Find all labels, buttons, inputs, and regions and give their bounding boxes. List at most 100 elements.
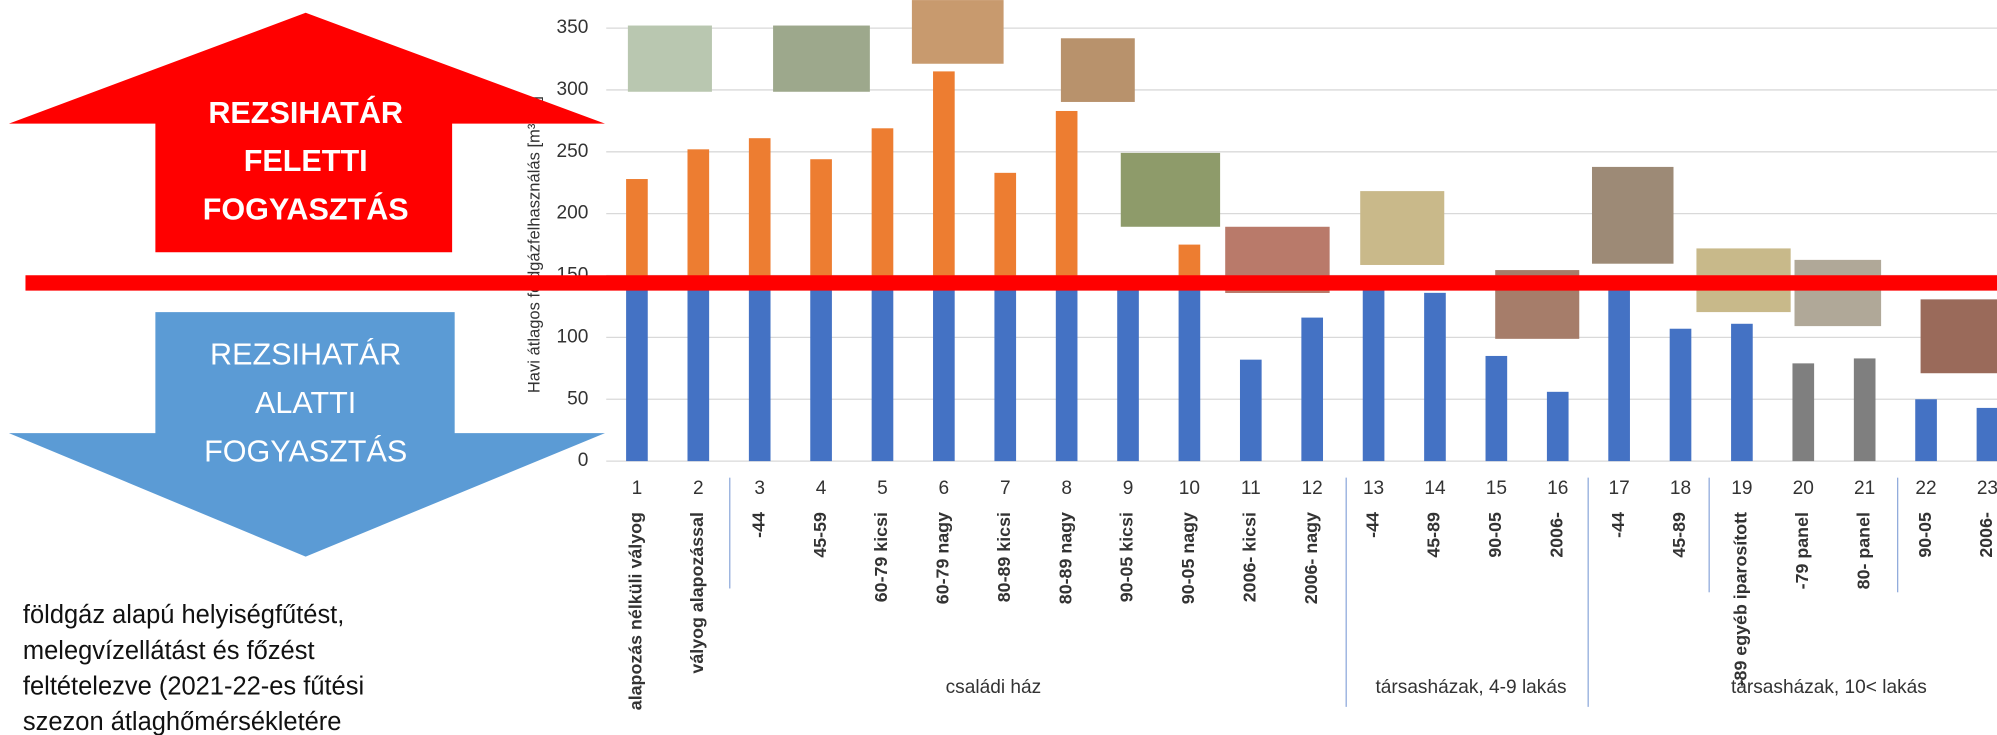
bar [626,282,648,462]
bar [1055,282,1078,462]
photo [911,0,1004,64]
y-tick-label: 200 [557,203,589,224]
x-sublabel: -79 panel [1792,512,1812,589]
bar [994,282,1017,462]
x-sublabel: alapozás nélküli vályog [626,512,646,710]
up-arrow-text: REZSIHATÁR [208,95,403,130]
x-sublabel: vályog alapozással [687,512,707,674]
bar [1178,282,1201,462]
up-arrow-text: FELETTI [244,144,368,178]
x-tick-label: 12 [1302,478,1323,499]
photo [1060,38,1135,102]
x-sublabel: -89 egyéb iparosított [1731,512,1751,686]
group-label: családi ház [946,677,1042,698]
bar-above-threshold [626,179,648,283]
note-line: melegvízellátást és főzést [23,637,315,665]
photo [1360,191,1445,265]
x-tick-label: 4 [816,478,827,499]
photos [627,0,1997,374]
y-axis-title: Havi átlagos földgázfelhasználás [m³/hó] [524,96,543,393]
photo [1794,259,1882,327]
x-sublabel: 2006- [1546,512,1566,558]
bar [1301,317,1324,462]
down-arrow-text: ALATTI [255,386,356,420]
x-tick-label: 3 [754,478,765,499]
x-tick-label: 19 [1731,478,1752,499]
bar [1485,355,1508,462]
x-tick-label: 11 [1241,478,1261,499]
x-sublabel: 90-05 nagy [1178,512,1198,604]
bar-above-threshold [871,128,894,283]
x-sublabel: 80-89 kicsi [994,512,1014,602]
bar [1915,399,1937,462]
bar [871,282,894,462]
x-tick-label: 2 [693,478,704,499]
photo [773,25,870,92]
x-tick-label: 16 [1547,478,1568,499]
x-tick-label: 22 [1915,478,1936,499]
bar-above-threshold [687,149,710,283]
bar [1853,358,1876,462]
x-sublabel: -44 [748,512,768,538]
x-tick-label: 18 [1670,478,1691,499]
bar [1792,363,1815,462]
x-sublabel: 60-79 kicsi [871,512,891,602]
x-tick-label: 5 [877,478,888,499]
y-tick-label: 50 [567,388,588,409]
y-tick-label: 0 [578,450,589,471]
bar [933,282,955,462]
y-tick-label: 250 [557,141,589,162]
bar [1731,323,1753,462]
note-line: feltételezve (2021-22-es fűtési [23,673,364,701]
x-tick-label: 21 [1854,478,1875,499]
x-sublabel: 45-89 [1424,512,1444,558]
x-tick-label: 13 [1363,478,1384,499]
x-sublabel: 80-89 nagy [1055,512,1075,604]
bar [687,282,710,462]
x-sublabel: 90-05 [1485,512,1505,558]
x-sublabel: -44 [1608,512,1628,538]
x-tick-label: 14 [1424,478,1446,499]
down-arrow [8,312,605,557]
bar [748,282,771,462]
x-sublabel: 90-05 [1915,512,1935,558]
x-sublabel: 2006- kicsi [1240,512,1260,602]
bar [1669,328,1692,462]
up-arrow-text: FOGYASZTÁS [203,192,409,227]
bar [810,282,832,462]
x-sublabel: 45-59 [810,512,830,558]
down-arrow-text: REZSIHATÁR [210,337,401,372]
note-line: szezon átlaghőmérsékletére [23,708,342,735]
bar [1546,391,1569,462]
x-tick-label: 8 [1061,478,1072,499]
y-tick-label: 100 [557,326,589,347]
x-tick-label: 20 [1793,478,1814,499]
group-label: társasházak, 10< lakás [1731,677,1927,698]
bar [1362,282,1385,462]
x-sublabel: 45-89 [1669,512,1689,558]
x-tick-label: 23 [1977,478,1997,499]
down-arrow-text: FOGYASZTÁS [204,434,407,469]
bar-above-threshold [1178,244,1201,283]
x-sublabel: -44 [1362,512,1382,538]
x-tick-label: 1 [632,478,643,499]
group-label: társasházak, 4-9 lakás [1375,677,1566,698]
y-tick-label: 300 [557,79,589,100]
y-tick-label: 350 [557,17,589,38]
up-arrow [8,12,605,253]
x-sublabel: 2006- nagy [1301,512,1321,604]
photo [627,25,712,92]
photo [1120,152,1221,227]
photo [1920,299,1997,374]
bar [1117,282,1139,462]
x-tick-label: 7 [1000,478,1011,499]
bar [1424,292,1446,462]
bar [1608,282,1630,462]
x-tick-label: 15 [1486,478,1507,499]
bar-above-threshold [748,138,771,283]
bar [1976,407,1997,462]
bar [1239,359,1262,462]
note-line: földgáz alapú helyiségfűtést, [23,601,344,629]
x-tick-label: 9 [1123,478,1134,499]
